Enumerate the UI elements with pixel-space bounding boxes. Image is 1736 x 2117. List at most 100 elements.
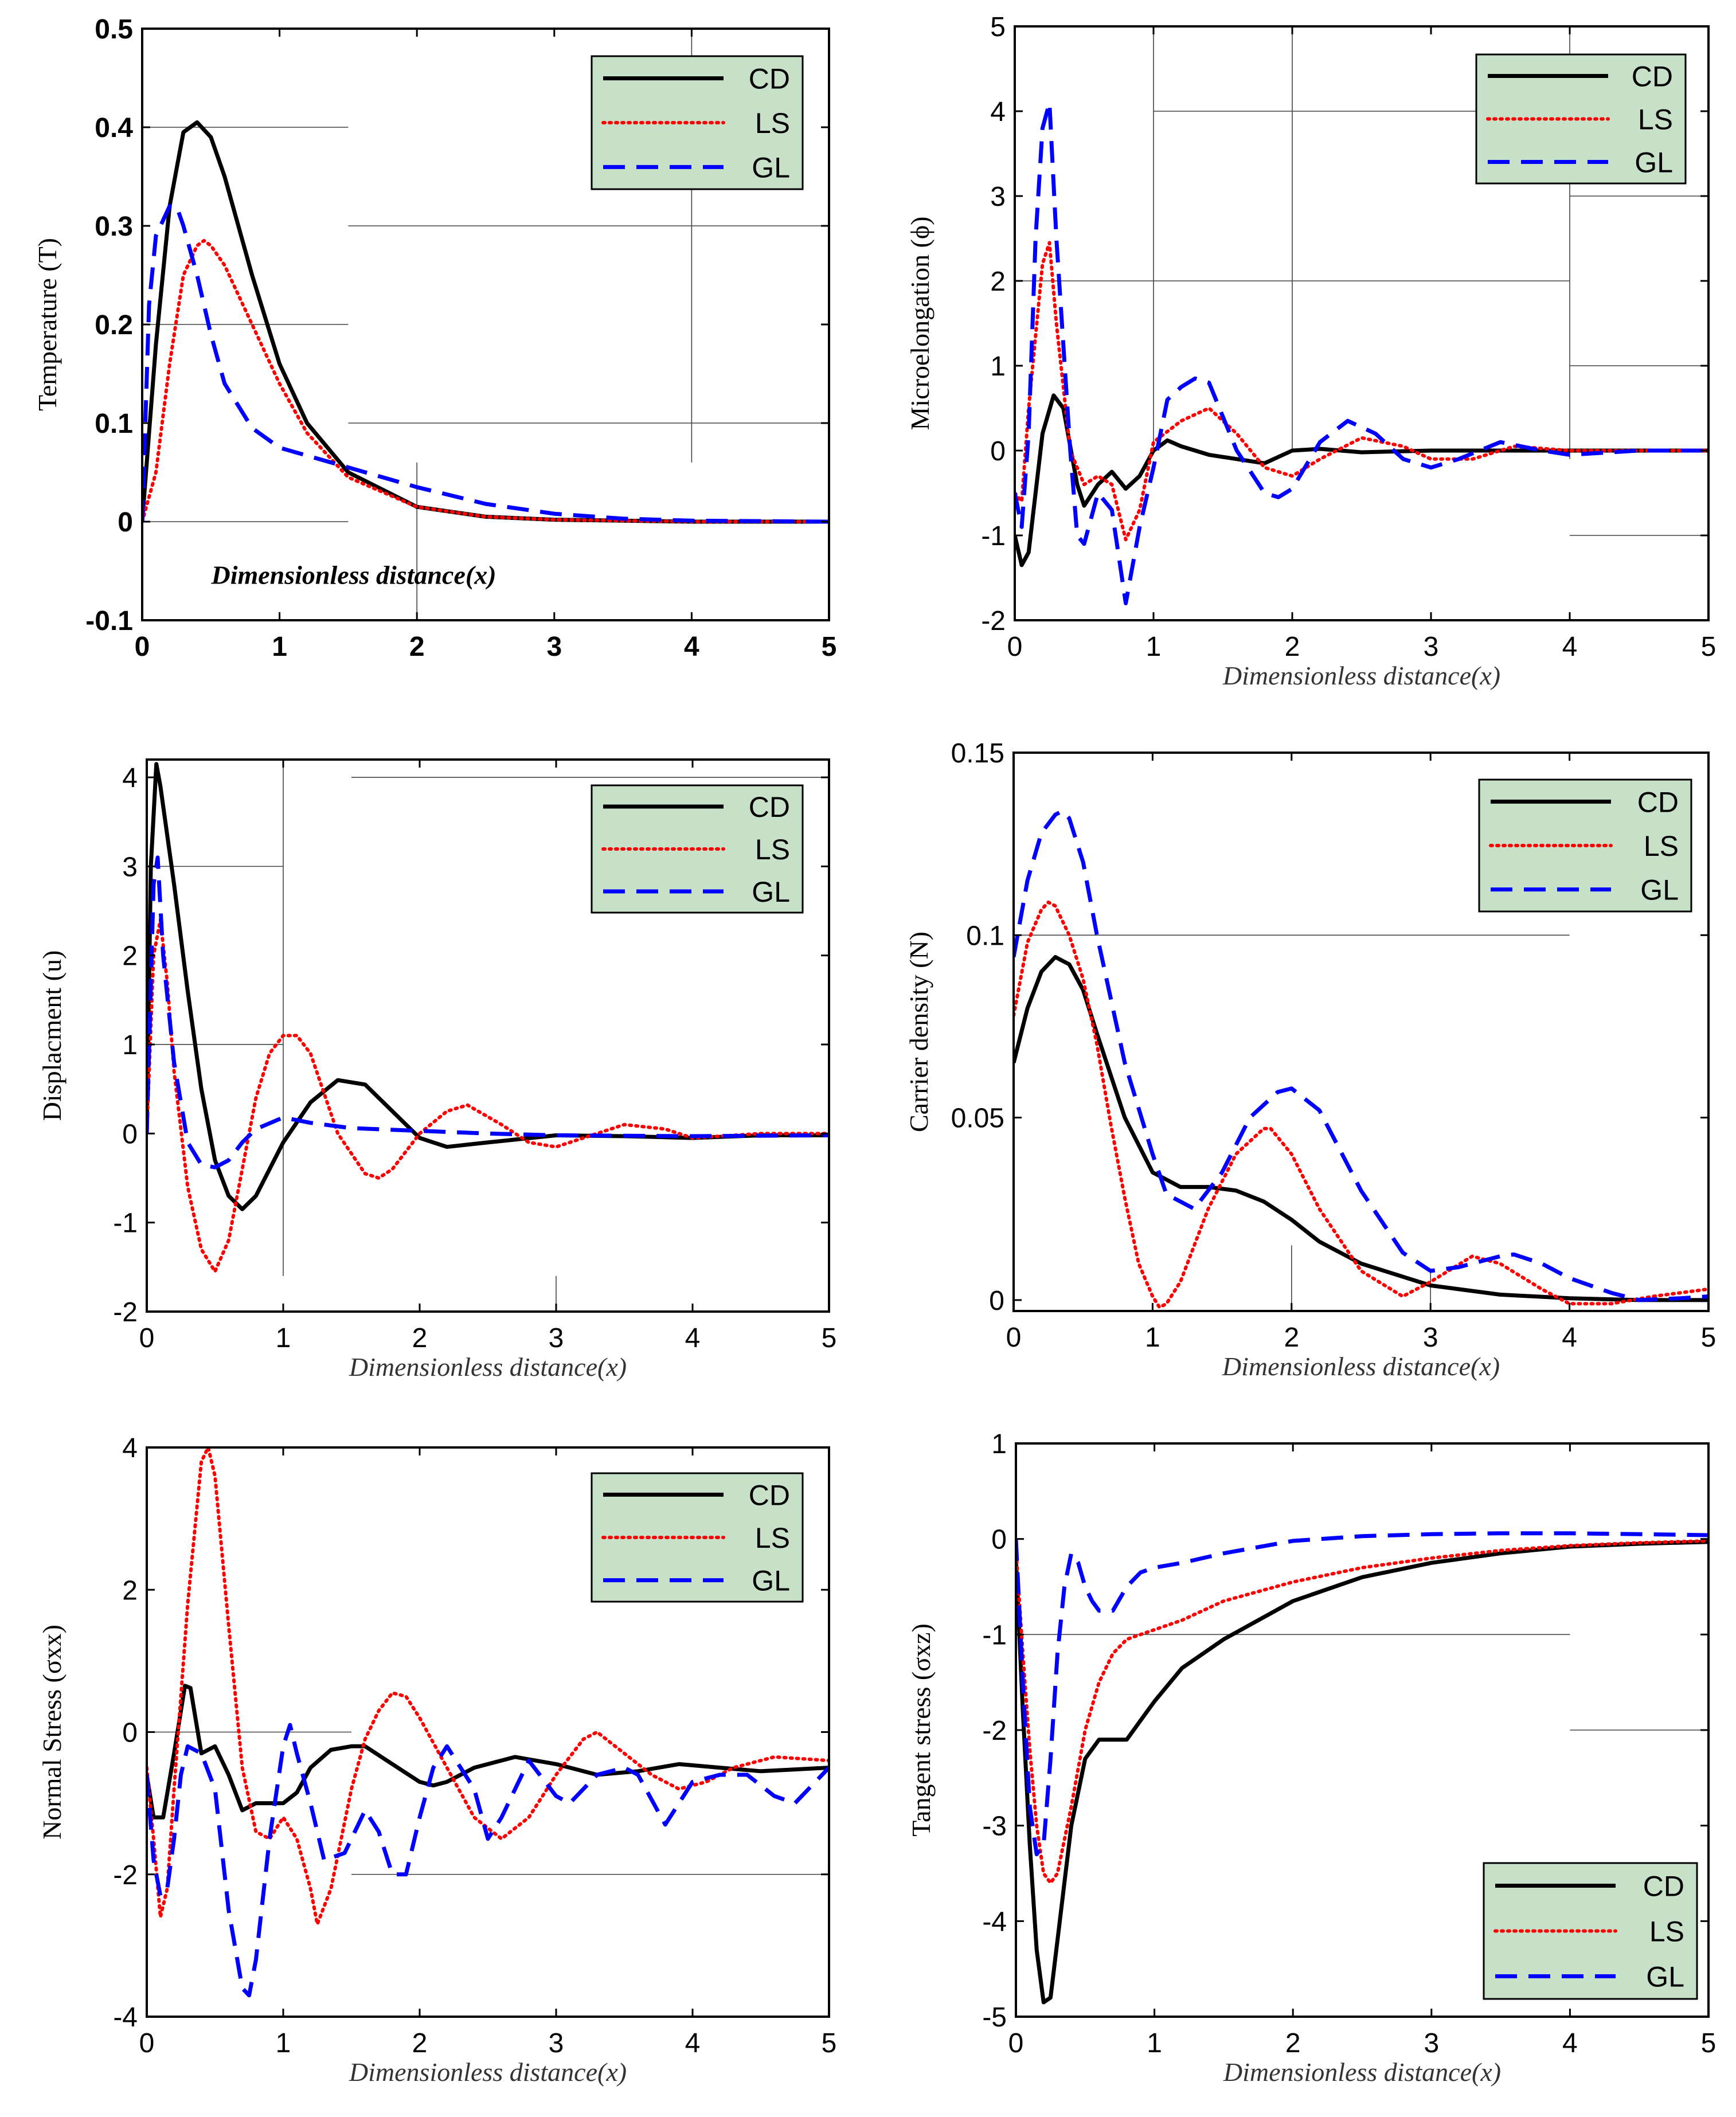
legend: CD LS GL [591,55,804,190]
y-tick-label: 5 [990,12,1006,42]
legend-label-gl: GL [1646,1961,1684,1993]
x-tick-label: 5 [1701,1322,1717,1353]
y-tick-label: 0 [991,1525,1007,1555]
x-tick-label: 3 [549,2028,564,2059]
legend-label-ls: LS [755,107,790,139]
legend-label-cd: CD [749,1479,790,1511]
x-tick-label: 4 [685,1323,701,1353]
y-tick-label: 4 [990,97,1006,127]
y-tick-label: -2 [981,606,1006,636]
y-tick-label: 2 [122,1575,138,1606]
legend-label-ls: LS [755,834,790,866]
series-line-gl [1016,1531,1708,1857]
x-axis-label: Dimensionless distance(x) [1222,1352,1500,1381]
x-tick-label: 0 [139,1323,155,1353]
series-line-gl [147,855,829,1169]
x-axis-label: Dimensionless distance(x) [349,2057,627,2087]
y-tick-label: 0.5 [95,14,133,45]
y-axis-label: Tangent stress (σxz) [906,1623,936,1837]
y-tick-label: 2 [990,267,1006,297]
x-tick-label: 5 [1701,632,1717,662]
y-tick-label: 0.2 [95,310,133,341]
legend-label-cd: CD [749,791,790,823]
y-tick-label: 3 [122,852,138,882]
y-tick-label: 0 [122,1119,138,1149]
y-tick-label: -1 [113,1208,138,1239]
y-tick-label: 0.4 [95,113,133,143]
x-tick-label: 4 [684,632,699,662]
x-tick-label: 0 [1006,1322,1022,1353]
legend-label-gl: GL [752,876,790,908]
y-tick-label: -0.1 [85,606,133,636]
x-tick-label: 3 [546,632,562,662]
y-tick-label: 2 [122,941,138,972]
legend-label-gl: GL [1640,874,1679,906]
x-tick-label: 4 [1562,1322,1577,1353]
y-axis-label: Microelongation (ϕ) [905,217,935,431]
x-tick-label: 2 [412,2028,428,2059]
y-tick-label: -2 [982,1716,1007,1746]
y-tick-label: 0.1 [95,409,133,439]
y-tick-label: 0 [118,507,133,538]
legend-label-gl: GL [1635,147,1673,179]
panel-carrier-density: 0 1 2 3 4 5 0 0.05 0.1 0.15 Dimensionless distance… [904,738,1716,1381]
x-tick-label: 0 [135,632,150,662]
legend-label-cd: CD [1632,61,1673,93]
legend-label-cd: CD [1643,1871,1684,1903]
y-tick-label: -2 [113,1860,138,1891]
series-line-gl [1014,809,1708,1302]
panel-microelongation: 0 1 2 3 4 5 -2 -1 0 1 2 3 4 5 Dimensionless distance(x… [905,12,1716,690]
y-tick-label: 0.05 [951,1103,1004,1134]
y-tick-label: 1 [990,351,1006,382]
series-line-gl [147,1723,829,1998]
panel-displacement: 0 1 2 3 4 5 -2 -1 0 1 2 3 4 Dimensionless distance(x)… [37,758,836,1382]
x-tick-label: 0 [1007,632,1023,662]
legend: CD LS GL [1475,53,1687,185]
y-axis-label: Carrier density (N) [904,932,933,1132]
legend-label-ls: LS [1649,1916,1684,1948]
y-tick-label: -2 [113,1297,138,1328]
x-tick-label: 4 [1562,2028,1578,2059]
panel-normal-stress: 0 1 2 3 4 5 -4 -2 0 2 4 Dimensionless distance(x) No… [37,1433,836,2087]
y-axis-label: Temperature (T) [33,238,62,411]
y-tick-label: 0 [990,436,1006,467]
y-tick-label: 0.3 [95,212,133,242]
series-line-ls [147,1447,829,1926]
y-tick-label: 3 [990,182,1006,212]
y-axis-label: Normal Stress (σxx) [37,1625,67,1840]
legend: CD LS GL [1483,1862,1698,2000]
legend: CD LS GL [1478,778,1692,913]
x-tick-label: 3 [549,1323,564,1353]
x-tick-label: 2 [412,1323,428,1353]
legend-label-gl: GL [752,151,790,183]
x-tick-label: 5 [822,2028,837,2059]
x-tick-label: 1 [272,632,287,662]
y-tick-label: -4 [982,1907,1007,1937]
series-line-gl [1015,100,1708,605]
x-tick-label: 1 [1146,632,1162,662]
y-tick-label: -5 [982,2002,1007,2033]
x-tick-label: 4 [685,2028,701,2059]
panel-temperature: 0 1 2 3 4 5-0.100.10.20.30.40.5Dimensionless … [33,14,836,662]
legend-label-gl: GL [752,1565,790,1597]
y-tick-label: 0.1 [966,921,1004,951]
legend: CD LS GL [591,1472,804,1603]
series-line-cd [147,762,829,1211]
x-tick-label: 4 [1562,632,1578,662]
x-tick-label: 3 [1424,2028,1439,2059]
y-tick-label: 0.15 [951,738,1004,769]
x-tick-label: 2 [1285,632,1300,662]
series-line-ls [1016,1539,1708,1885]
x-tick-label: 5 [822,632,837,662]
axis-frame [1014,25,1710,621]
series-line-cd [1016,1540,1708,2005]
y-tick-label: -4 [113,2002,138,2033]
series-line-ls [147,918,829,1274]
panel-tangent-stress: 0 1 2 3 4 5 -5 -4 -3 -2 -1 0 1 Dimensionless distance… [906,1429,1716,2087]
x-axis-label: Dimensionless distance(x) [1222,661,1500,690]
legend-label-ls: LS [1644,830,1679,862]
y-tick-label: -1 [982,1620,1007,1650]
axis-frame [1012,752,1710,1312]
series-line-cd [1014,955,1708,1302]
y-tick-label: -1 [981,521,1006,551]
